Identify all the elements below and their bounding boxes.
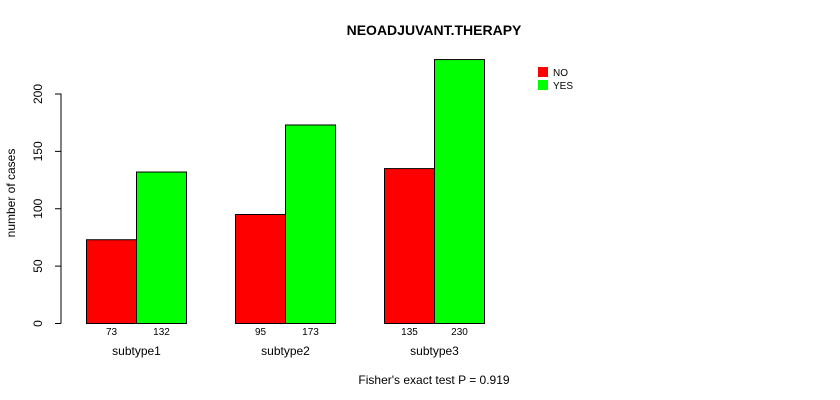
y-axis-ticks: 0 50 100 150 200: [31, 84, 61, 327]
bar-subtype1-yes: [136, 171, 187, 324]
bar-value-label: 73: [106, 327, 118, 338]
bar-value-labels: 73 132 95 173 135 230: [106, 327, 468, 338]
fisher-test-note: Fisher's exact test P = 0.919: [358, 373, 509, 387]
y-tick-label: 150: [31, 141, 45, 161]
legend-label-yes: YES: [553, 81, 573, 92]
bars-group: [86, 59, 485, 324]
bar-subtype2-no: [235, 213, 286, 324]
y-tick-label: 200: [31, 84, 45, 104]
bar-value-label: 135: [401, 327, 418, 338]
bar-subtype1-no: [86, 239, 137, 324]
category-label-subtype2: subtype2: [261, 344, 310, 358]
y-tick-label: 0: [31, 320, 45, 327]
bar-subtype2-yes: [285, 124, 336, 324]
y-tick-label: 100: [31, 198, 45, 218]
category-labels: subtype1 subtype2 subtype3: [112, 344, 459, 358]
y-axis-label: number of cases: [4, 149, 18, 238]
legend: NO YES: [538, 67, 573, 92]
chart-title: NEOADJUVANT.THERAPY: [347, 22, 522, 38]
bar-subtype3-no: [384, 168, 435, 324]
bar-value-label: 230: [451, 327, 468, 338]
legend-swatch-yes: [538, 80, 548, 90]
legend-swatch-no: [538, 67, 548, 77]
y-tick-label: 50: [31, 259, 45, 273]
bar-value-label: 173: [302, 327, 319, 338]
category-label-subtype1: subtype1: [112, 344, 161, 358]
category-label-subtype3: subtype3: [410, 344, 459, 358]
bar-subtype3-yes: [434, 59, 485, 324]
bar-value-label: 95: [255, 327, 267, 338]
bar-value-label: 132: [153, 327, 170, 338]
legend-label-no: NO: [553, 68, 568, 79]
